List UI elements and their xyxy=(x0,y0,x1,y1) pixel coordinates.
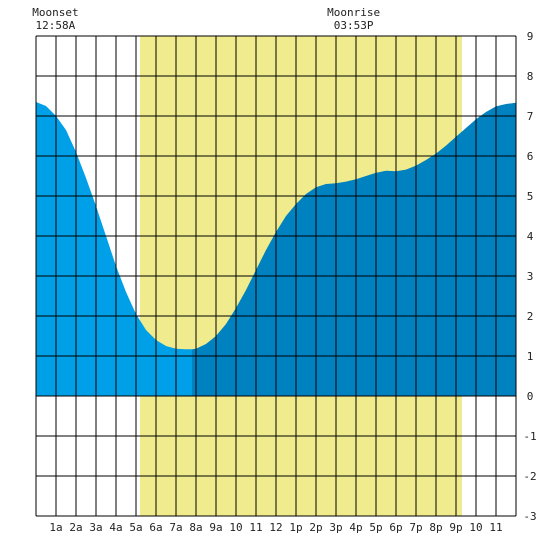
y-axis-labels: -3 -2 -1 0 1 2 3 4 5 6 7 8 9 xyxy=(523,30,536,523)
moon-event-name: Moonrise xyxy=(327,6,380,19)
y-tick-label: 3 xyxy=(527,270,534,283)
tide-area-layer xyxy=(36,102,516,397)
x-tick-label: 8a xyxy=(189,521,202,534)
x-tick-label: 10 xyxy=(469,521,482,534)
y-tick-label: 2 xyxy=(527,310,534,323)
moon-event-name: Moonset xyxy=(32,6,78,19)
y-tick-label: -1 xyxy=(523,430,536,443)
tide-area-2 xyxy=(192,102,516,397)
y-tick-label: 0 xyxy=(527,390,534,403)
y-tick-label: 6 xyxy=(527,150,534,163)
y-tick-label: 7 xyxy=(527,110,534,123)
x-tick-label: 1a xyxy=(49,521,62,534)
x-tick-label: 11 xyxy=(489,521,502,534)
x-tick-label: 5a xyxy=(129,521,142,534)
moon-event-time: 03:53P xyxy=(334,19,374,32)
x-tick-label: 7p xyxy=(409,521,422,534)
y-tick-label: 4 xyxy=(527,230,534,243)
x-tick-label: 6p xyxy=(389,521,402,534)
x-tick-label: 6a xyxy=(149,521,162,534)
x-tick-label: 1p xyxy=(289,521,302,534)
y-tick-label: 5 xyxy=(527,190,534,203)
x-tick-label: 2p xyxy=(309,521,322,534)
y-tick-label: 9 xyxy=(527,30,534,43)
x-tick-label: 7a xyxy=(169,521,182,534)
x-tick-label: 3a xyxy=(89,521,102,534)
x-tick-label: 3p xyxy=(329,521,342,534)
x-tick-label: 4p xyxy=(349,521,362,534)
x-tick-label: 10 xyxy=(229,521,242,534)
x-tick-label: 8p xyxy=(429,521,442,534)
y-tick-label: 1 xyxy=(527,350,534,363)
grid-layer xyxy=(35,35,517,517)
x-tick-label: 2a xyxy=(69,521,82,534)
x-axis-labels: 1a 2a 3a 4a 5a 6a 7a 8a 9a 10 11 12 1p 2p 3p 4p 5p 6p 7p 8p… xyxy=(49,521,502,534)
x-tick-label: 12 xyxy=(269,521,282,534)
y-tick-label: 8 xyxy=(527,70,534,83)
y-tick-label: -3 xyxy=(523,510,536,523)
y-tick-label: -2 xyxy=(523,470,536,483)
x-tick-label: 11 xyxy=(249,521,262,534)
x-tick-label: 5p xyxy=(369,521,382,534)
x-tick-label: 4a xyxy=(109,521,122,534)
moon-event-time: 12:58A xyxy=(36,19,76,32)
tide-area-1 xyxy=(36,102,192,396)
x-tick-label: 9p xyxy=(449,521,462,534)
x-tick-label: 9a xyxy=(209,521,222,534)
